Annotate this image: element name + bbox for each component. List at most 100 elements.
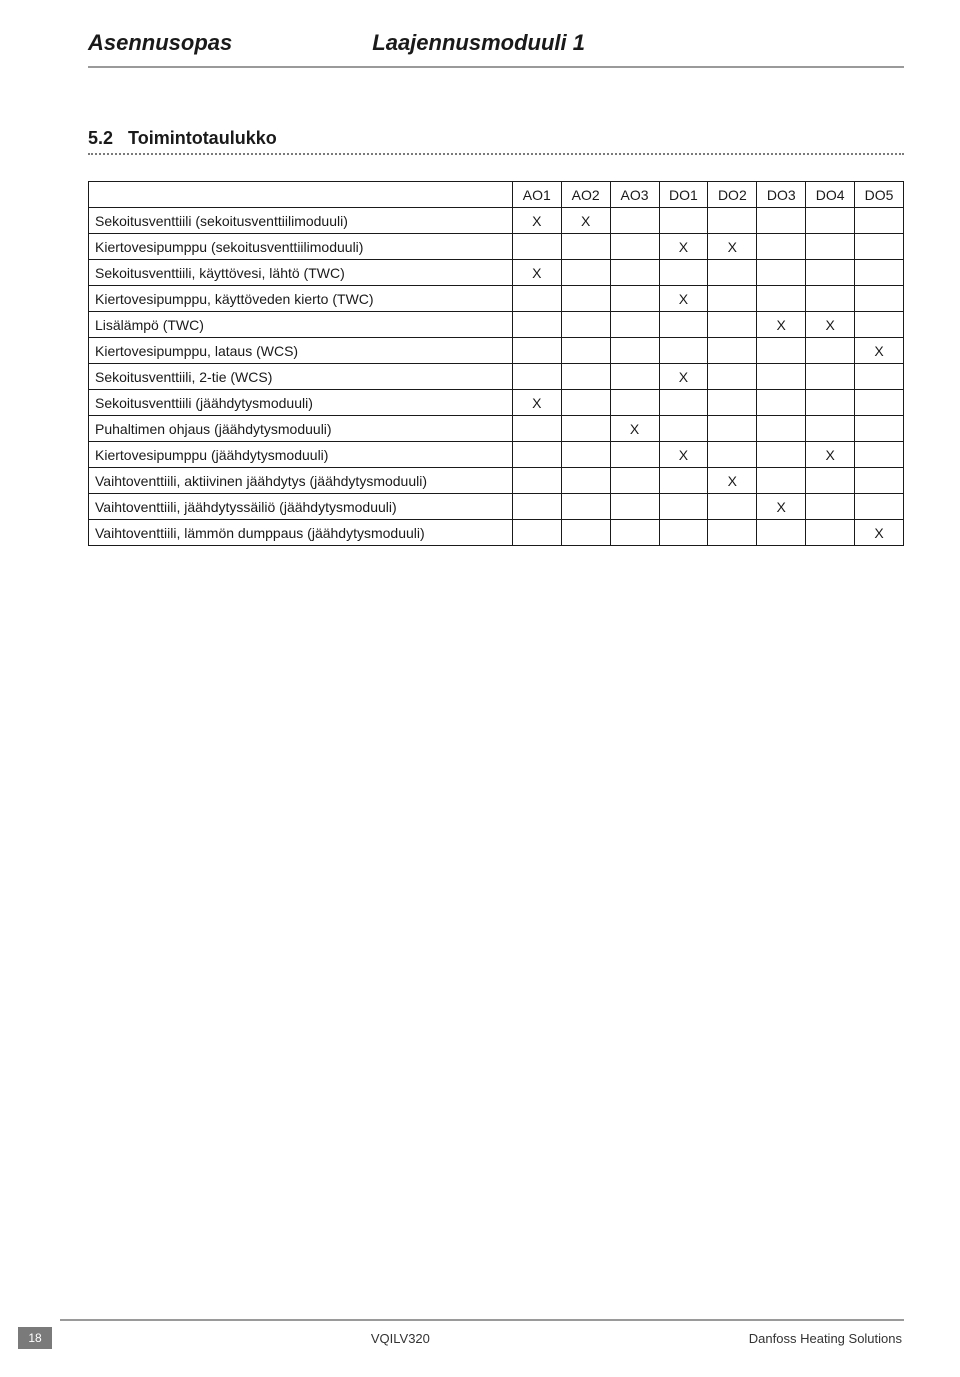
table-cell [757, 364, 806, 390]
table-cell [757, 390, 806, 416]
table-cell [708, 520, 757, 546]
footer-rule [60, 1319, 904, 1321]
table-cell [757, 286, 806, 312]
table-cell [855, 416, 904, 442]
table-cell [757, 442, 806, 468]
table-cell: X [512, 208, 561, 234]
page-header: Asennusopas Laajennusmoduuli 1 [88, 30, 904, 56]
table-cell [855, 442, 904, 468]
table-cell [610, 260, 659, 286]
table-cell [610, 364, 659, 390]
table-cell: X [659, 442, 708, 468]
table-cell [708, 260, 757, 286]
footer-row: 18 VQILV320 Danfoss Heating Solutions [0, 1327, 904, 1349]
table-cell [512, 234, 561, 260]
page-number: 18 [18, 1327, 52, 1349]
table-cell [512, 494, 561, 520]
table-cell [855, 494, 904, 520]
table-cell [561, 442, 610, 468]
row-label: Kiertovesipumppu, lataus (WCS) [89, 338, 513, 364]
row-label: Vaihtoventtiili, jäähdytyssäiliö (jäähdy… [89, 494, 513, 520]
table-cell: X [610, 416, 659, 442]
table-cell [806, 390, 855, 416]
header-right: Laajennusmoduuli 1 [372, 30, 585, 56]
table-cell [708, 442, 757, 468]
table-cell [708, 494, 757, 520]
table-cell [757, 468, 806, 494]
table-cell [561, 338, 610, 364]
table-cell [561, 364, 610, 390]
table-row: Vaihtoventtiili, lämmön dumppaus (jäähdy… [89, 520, 904, 546]
table-cell [659, 520, 708, 546]
row-label: Kiertovesipumppu (jäähdytysmoduuli) [89, 442, 513, 468]
row-label: Sekoitusventtiili (sekoitusventtiilimodu… [89, 208, 513, 234]
table-cell [659, 468, 708, 494]
table-cell: X [855, 520, 904, 546]
table-cell: X [806, 442, 855, 468]
table-cell [855, 468, 904, 494]
table-cell [512, 520, 561, 546]
table-cell [610, 286, 659, 312]
table-cell [757, 208, 806, 234]
table-cell [708, 208, 757, 234]
table-cell [855, 286, 904, 312]
table-cell [806, 286, 855, 312]
table-row: Kiertovesipumppu, käyttöveden kierto (TW… [89, 286, 904, 312]
row-label: Lisälämpö (TWC) [89, 312, 513, 338]
table-cell [610, 338, 659, 364]
section-title: 5.2 Toimintotaulukko [88, 128, 904, 149]
table-cell [855, 234, 904, 260]
table-cell [610, 234, 659, 260]
table-cell [610, 468, 659, 494]
table-cell [806, 494, 855, 520]
table-cell: X [757, 494, 806, 520]
table-header: DO1 [659, 182, 708, 208]
table-cell [659, 494, 708, 520]
table-cell [659, 390, 708, 416]
table-cell: X [757, 312, 806, 338]
table-cell [806, 234, 855, 260]
table-cell [561, 494, 610, 520]
table-cell [512, 286, 561, 312]
table-cell: X [806, 312, 855, 338]
table-cell [610, 520, 659, 546]
table-cell: X [512, 260, 561, 286]
row-label: Vaihtoventtiili, aktiivinen jäähdytys (j… [89, 468, 513, 494]
page: Asennusopas Laajennusmoduuli 1 5.2 Toimi… [0, 0, 960, 1377]
table-cell [806, 520, 855, 546]
table-row: Kiertovesipumppu (jäähdytysmoduuli) X X [89, 442, 904, 468]
table-header-row: AO1 AO2 AO3 DO1 DO2 DO3 DO4 DO5 [89, 182, 904, 208]
table-cell [855, 312, 904, 338]
table-cell [561, 520, 610, 546]
table-row: Kiertovesipumppu (sekoitusventtiilimoduu… [89, 234, 904, 260]
row-label: Vaihtoventtiili, lämmön dumppaus (jäähdy… [89, 520, 513, 546]
table-cell [561, 468, 610, 494]
table-header-blank [89, 182, 513, 208]
table-cell [757, 338, 806, 364]
table-row: Lisälämpö (TWC) XX [89, 312, 904, 338]
table-cell [561, 312, 610, 338]
table-header: DO5 [855, 182, 904, 208]
table-cell [659, 416, 708, 442]
table-cell: X [659, 234, 708, 260]
table-body: Sekoitusventtiili (sekoitusventtiilimodu… [89, 208, 904, 546]
table-cell [561, 390, 610, 416]
table-cell [708, 312, 757, 338]
table-cell [806, 468, 855, 494]
table-cell [806, 260, 855, 286]
page-footer: 18 VQILV320 Danfoss Heating Solutions [0, 1319, 960, 1349]
table-cell [855, 260, 904, 286]
row-label: Sekoitusventtiili (jäähdytysmoduuli) [89, 390, 513, 416]
table-cell: X [561, 208, 610, 234]
table-cell [806, 338, 855, 364]
table-cell: X [855, 338, 904, 364]
row-label: Puhaltimen ohjaus (jäähdytysmoduuli) [89, 416, 513, 442]
table-cell [561, 234, 610, 260]
table-cell [806, 364, 855, 390]
table-header: DO4 [806, 182, 855, 208]
footer-center: VQILV320 [52, 1331, 749, 1346]
table-cell [610, 208, 659, 234]
table-cell [610, 494, 659, 520]
table-cell [757, 234, 806, 260]
row-label: Kiertovesipumppu, käyttöveden kierto (TW… [89, 286, 513, 312]
